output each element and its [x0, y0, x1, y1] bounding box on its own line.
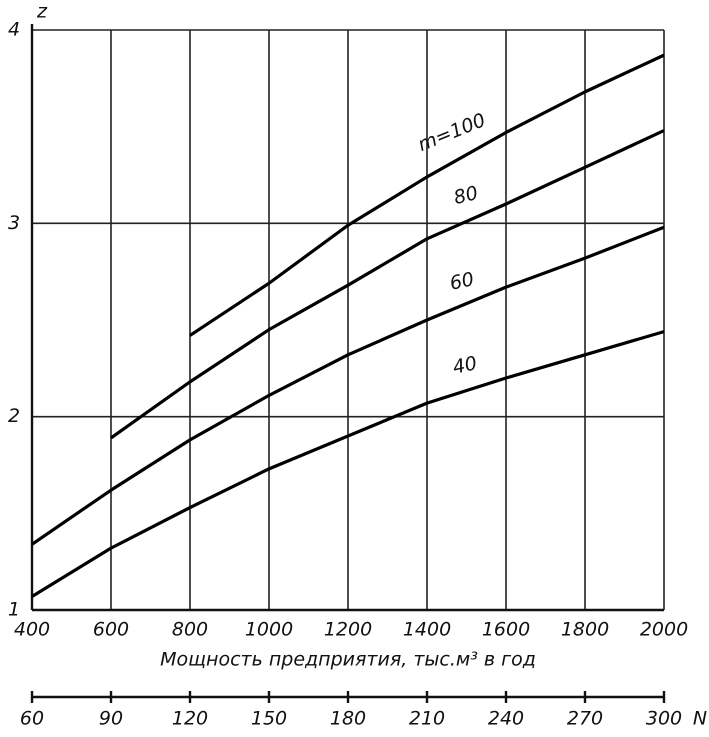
y-tick-label: 4: [8, 19, 20, 41]
x-tick-label: 400: [14, 619, 50, 641]
x2-tick-label: 180: [330, 708, 366, 730]
x2-tick-label: 60: [20, 708, 44, 730]
y-tick-label: 3: [8, 212, 20, 234]
series-label: 60: [448, 268, 476, 295]
series-label: 80: [451, 182, 480, 209]
y-tick-label: 2: [8, 405, 20, 427]
x-tick-label: 2000: [640, 619, 688, 641]
x2-tick-label: 300: [646, 708, 682, 730]
x-tick-label: 1200: [324, 619, 372, 641]
x2-tick-label: 120: [172, 708, 208, 730]
x2-tick-label: 240: [488, 708, 524, 730]
x2-tick-label: 210: [409, 708, 445, 730]
x-tick-label: 600: [93, 619, 129, 641]
x-tick-label: 1600: [482, 619, 530, 641]
series-line: [31, 225, 665, 546]
x2-tick-label: 270: [567, 708, 603, 730]
x-tick-label: 1400: [403, 619, 451, 641]
x-tick-label: 1800: [561, 619, 609, 641]
y-tick-label: 1: [8, 599, 20, 621]
series-label: 40: [451, 352, 479, 379]
x2-axis-label: N: [693, 708, 707, 730]
x2-tick-label: 150: [251, 708, 287, 730]
x2-tick-label: 90: [99, 708, 123, 730]
series-line: [189, 53, 665, 337]
series-line: [110, 129, 665, 440]
x-axis-label: Мощность предприятия, тыс.м³ в год: [160, 649, 536, 671]
x-tick-label: 1000: [245, 619, 293, 641]
y-axis-label: z: [36, 1, 48, 23]
x-tick-label: 800: [172, 619, 208, 641]
series-line: [31, 330, 665, 598]
